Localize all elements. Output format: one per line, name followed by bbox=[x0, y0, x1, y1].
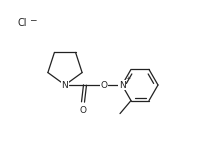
Text: Cl: Cl bbox=[18, 18, 28, 28]
Text: −: − bbox=[29, 16, 36, 25]
Text: O: O bbox=[100, 81, 107, 90]
Text: N: N bbox=[62, 81, 68, 90]
Text: O: O bbox=[80, 106, 86, 115]
Text: N: N bbox=[119, 81, 125, 90]
Text: +: + bbox=[126, 77, 131, 81]
